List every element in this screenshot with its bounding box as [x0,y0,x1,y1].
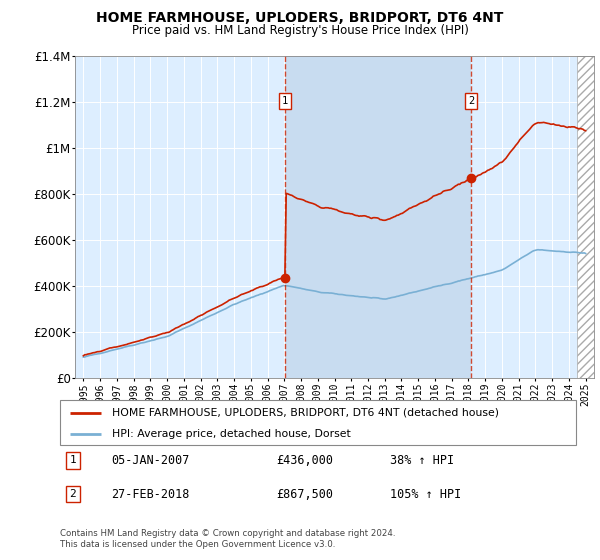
Bar [577,56,596,378]
Text: Price paid vs. HM Land Registry's House Price Index (HPI): Price paid vs. HM Land Registry's House … [131,24,469,37]
Text: 2: 2 [70,489,76,499]
Text: Contains HM Land Registry data © Crown copyright and database right 2024.
This d: Contains HM Land Registry data © Crown c… [60,529,395,549]
Text: 27-FEB-2018: 27-FEB-2018 [112,488,190,501]
Text: HPI: Average price, detached house, Dorset: HPI: Average price, detached house, Dors… [112,429,350,438]
Text: £867,500: £867,500 [277,488,334,501]
Text: 1: 1 [70,455,76,465]
Text: £436,000: £436,000 [277,454,334,467]
Text: 38% ↑ HPI: 38% ↑ HPI [390,454,454,467]
Text: HOME FARMHOUSE, UPLODERS, BRIDPORT, DT6 4NT (detached house): HOME FARMHOUSE, UPLODERS, BRIDPORT, DT6 … [112,408,499,418]
FancyBboxPatch shape [60,400,576,445]
Text: 2: 2 [468,96,474,106]
Text: HOME FARMHOUSE, UPLODERS, BRIDPORT, DT6 4NT: HOME FARMHOUSE, UPLODERS, BRIDPORT, DT6 … [97,11,503,25]
Bar [285,56,471,378]
Text: 05-JAN-2007: 05-JAN-2007 [112,454,190,467]
Text: 105% ↑ HPI: 105% ↑ HPI [390,488,461,501]
Text: 1: 1 [282,96,288,106]
